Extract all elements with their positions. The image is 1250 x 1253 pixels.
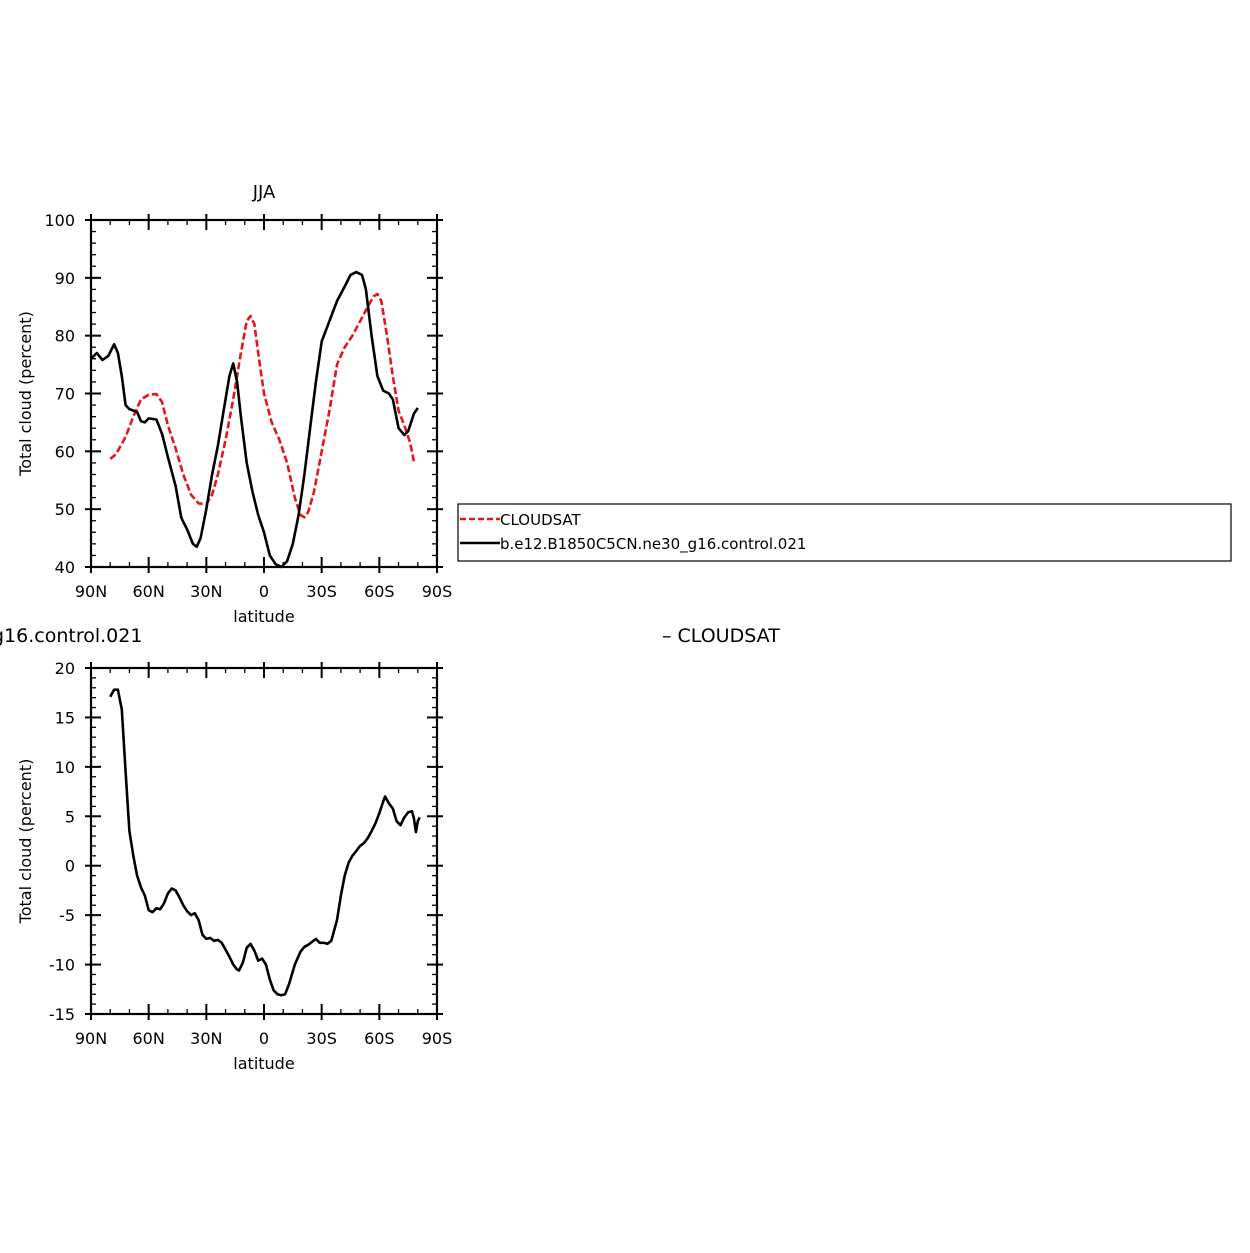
y-tick-label: 80	[55, 327, 75, 346]
series-line-model	[90, 270, 419, 569]
y-axis-label: Total cloud (percent)	[16, 311, 35, 477]
y-tick-label: 10	[55, 758, 75, 777]
x-tick-label: 90N	[75, 1029, 107, 1048]
y-tick-label: -5	[59, 906, 75, 925]
x-tick-label: 60S	[364, 582, 395, 601]
x-tick-label: 60N	[133, 582, 165, 601]
y-tick-label: 60	[55, 442, 75, 461]
x-tick-label: 30N	[190, 582, 222, 601]
y-tick-label: 40	[55, 558, 75, 577]
bottom-title-left: g16.control.021	[0, 625, 142, 647]
bottom-title-right: – CLOUDSAT	[662, 625, 780, 647]
x-tick-label: 30N	[190, 1029, 222, 1048]
y-tick-label: 90	[55, 269, 75, 288]
y-tick-label: 0	[65, 857, 75, 876]
y-tick-label: 20	[55, 659, 75, 678]
series-line-model	[109, 688, 421, 997]
chart-title: JJA	[252, 182, 276, 203]
y-tick-label: 50	[55, 500, 75, 519]
y-tick-label: 15	[55, 708, 75, 727]
x-tick-label: 60N	[133, 1029, 165, 1048]
x-tick-label: 30S	[306, 582, 337, 601]
x-tick-label: 90S	[422, 582, 453, 601]
x-tick-label: 0	[259, 582, 269, 601]
x-axis-label: latitude	[233, 607, 294, 626]
plot-frame	[89, 218, 439, 569]
plot-frame	[89, 666, 439, 1016]
legend: CLOUDSAT b.e12.B1850C5CN.ne30_g16.contro…	[457, 503, 1232, 562]
y-tick-label: 100	[44, 211, 75, 230]
x-axis-label: latitude	[233, 1054, 294, 1073]
x-tick-label: 60S	[364, 1029, 395, 1048]
x-tick-label: 0	[259, 1029, 269, 1048]
y-tick-label: 70	[55, 385, 75, 404]
y-tick-label: -15	[49, 1005, 75, 1024]
x-tick-label: 90N	[75, 582, 107, 601]
legend-frame	[457, 503, 1232, 562]
x-tick-label: 90S	[422, 1029, 453, 1048]
y-tick-label: -10	[49, 956, 75, 975]
legend-label-cloudsat: CLOUDSAT	[500, 511, 582, 529]
y-tick-label: 5	[65, 807, 75, 826]
top-panel: 90N 60N 30N 0 30S 60S 90S 40 50 60 70 80 90 100 JJA lat…	[16, 182, 452, 626]
x-tick-label: 30S	[306, 1029, 337, 1048]
y-axis-label: Total cloud (percent)	[16, 759, 35, 925]
series-line-cloudsat	[109, 292, 416, 519]
bottom-panel: 90N 60N 30N 0 30S 60S 90S -15 -10 -5 0 5 10 15 20 latit…	[16, 659, 452, 1073]
legend-label-model: b.e12.B1850C5CN.ne30_g16.control.021	[500, 535, 806, 554]
